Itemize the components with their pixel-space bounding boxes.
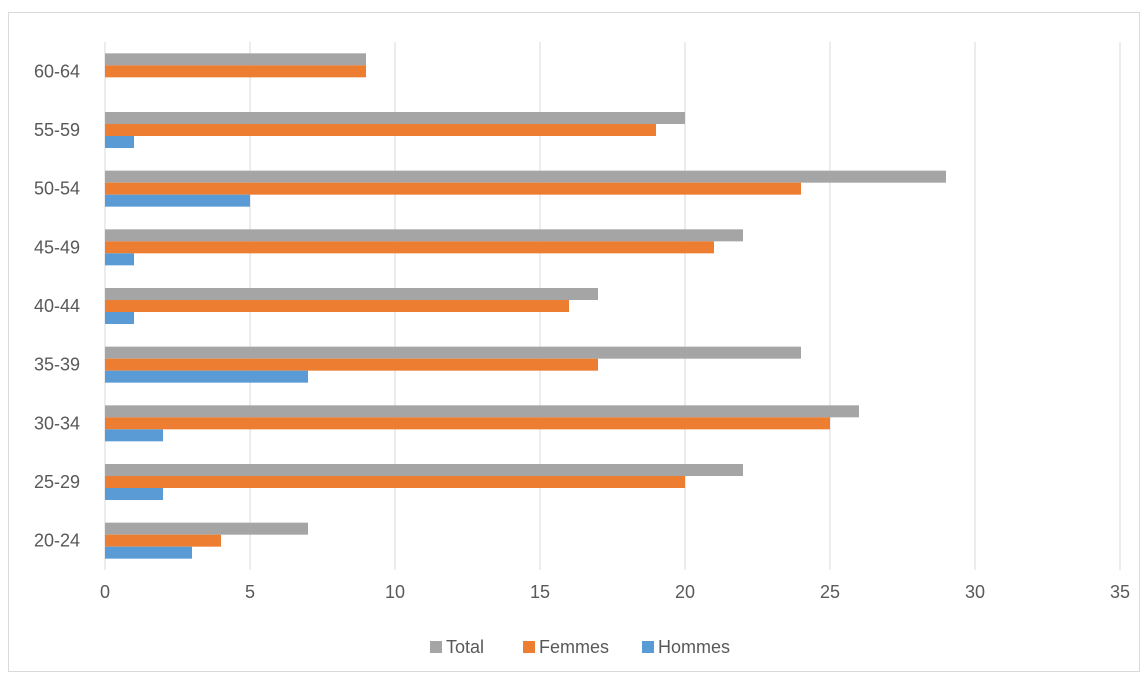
legend-label-hommes: Hommes: [658, 637, 730, 657]
bar-femmes-60-64: [105, 65, 366, 78]
bar-total-35-39: [105, 346, 801, 359]
legend-label-femmes: Femmes: [539, 637, 609, 657]
legend-label-total: Total: [446, 637, 484, 657]
bar-total-50-54: [105, 170, 946, 183]
bar-total-60-64: [105, 53, 366, 66]
y-axis-labels: 20-24 25-29 30-34 35-39 40-44 45-49 50-54 55-59…: [34, 61, 80, 550]
bar-total-55-59: [105, 112, 685, 124]
bar-femmes-40-44: [105, 300, 569, 312]
bar-hommes-20-24: [105, 546, 192, 559]
legend-swatch-femmes: [523, 641, 535, 653]
bar-total-20-24: [105, 522, 308, 535]
bar-group: [105, 53, 946, 559]
y-tick-label: 35-39: [34, 355, 80, 375]
legend-swatch-total: [430, 641, 442, 653]
bar-femmes-50-54: [105, 182, 801, 195]
y-tick-label: 55-59: [34, 120, 80, 140]
chart-frame: [8, 12, 1140, 672]
bar-femmes-25-29: [105, 476, 685, 488]
x-axis-labels: 0 5 10 15 20 25 30 35: [100, 582, 1130, 602]
y-tick-label: 20-24: [34, 531, 80, 551]
bar-hommes-55-59: [105, 136, 134, 148]
bar-total-40-44: [105, 288, 598, 300]
bar-femmes-20-24: [105, 534, 221, 547]
bar-hommes-35-39: [105, 370, 308, 383]
y-tick-label: 40-44: [34, 296, 80, 316]
legend-swatch-hommes: [642, 641, 654, 653]
bar-femmes-30-34: [105, 417, 830, 430]
bar-hommes-50-54: [105, 194, 250, 207]
legend: Total Femmes Hommes: [430, 637, 730, 657]
x-tick-label: 30: [965, 582, 985, 602]
bar-hommes-45-49: [105, 253, 134, 266]
x-tick-label: 10: [385, 582, 405, 602]
x-tick-label: 35: [1110, 582, 1130, 602]
bar-hommes-25-29: [105, 488, 163, 500]
y-tick-label: 25-29: [34, 472, 80, 492]
bar-total-45-49: [105, 229, 743, 242]
bar-femmes-55-59: [105, 124, 656, 136]
bar-femmes-45-49: [105, 241, 714, 254]
bar-femmes-35-39: [105, 358, 598, 371]
x-tick-label: 25: [820, 582, 840, 602]
x-tick-label: 20: [675, 582, 695, 602]
bar-total-30-34: [105, 405, 859, 418]
x-tick-label: 15: [530, 582, 550, 602]
y-tick-label: 60-64: [34, 61, 80, 81]
x-tick-label: 0: [100, 582, 110, 602]
bar-hommes-40-44: [105, 312, 134, 324]
bar-total-25-29: [105, 464, 743, 476]
bar-hommes-30-34: [105, 429, 163, 442]
y-tick-label: 45-49: [34, 237, 80, 257]
y-tick-label: 30-34: [34, 413, 80, 433]
x-tick-label: 5: [245, 582, 255, 602]
y-tick-label: 50-54: [34, 179, 80, 199]
